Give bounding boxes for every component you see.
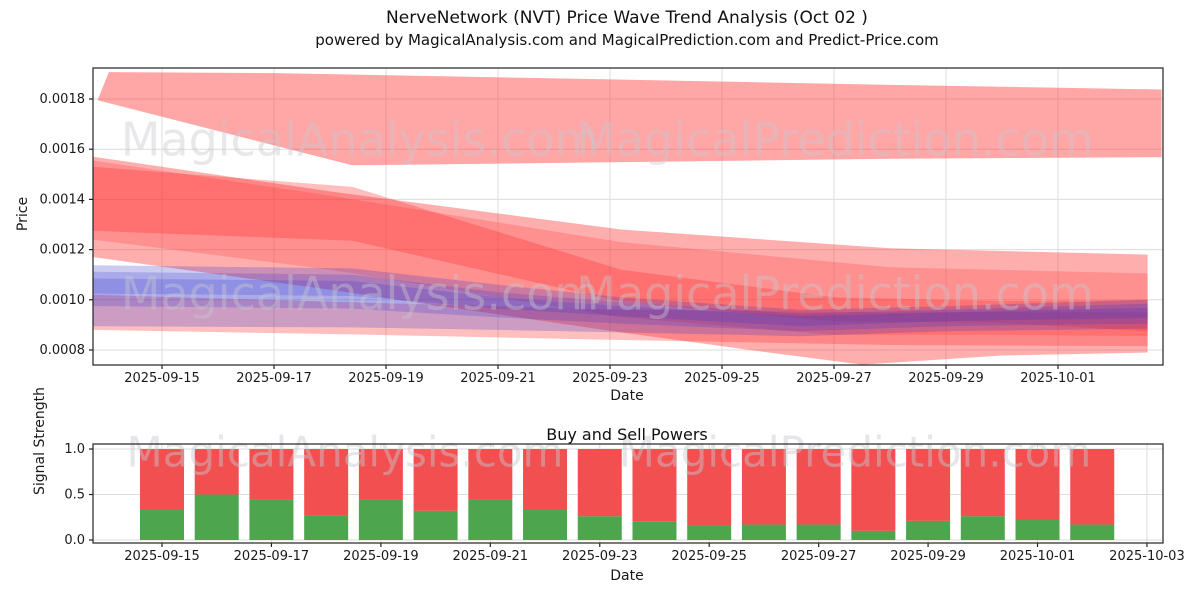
buy-power-bar (304, 515, 349, 540)
svg-text:2025-09-23: 2025-09-23 (562, 549, 638, 564)
watermark: MagicalPrediction.com (619, 428, 1092, 477)
buy-power-bar (741, 524, 786, 540)
sell-power-bar (1070, 449, 1115, 525)
svg-text:2025-09-19: 2025-09-19 (343, 549, 419, 564)
sell-power-bar (468, 449, 513, 500)
mid-forecast-band-inner (93, 160, 1148, 337)
price-axis-label: Price (15, 196, 31, 232)
buy-power-bar (523, 509, 568, 540)
svg-text:0.5: 0.5 (64, 488, 85, 503)
svg-text:2025-09-29: 2025-09-29 (908, 371, 984, 386)
svg-text:2025-10-03: 2025-10-03 (1109, 549, 1185, 564)
svg-text:0.0012: 0.0012 (40, 243, 86, 258)
watermark: MagicalAnalysis.com (127, 428, 564, 477)
sell-power-bar (687, 449, 732, 526)
buy-power-bar (249, 499, 294, 540)
signal-strength-axis-label: Signal Strength (32, 387, 48, 496)
buy-power-bar (1070, 524, 1115, 540)
sell-power-bar (960, 449, 1005, 517)
sell-power-bar (906, 449, 951, 521)
buy-power-bar (413, 510, 458, 540)
svg-text:2025-09-23: 2025-09-23 (572, 371, 648, 386)
sell-power-bar (304, 449, 349, 516)
svg-text:2025-10-01: 2025-10-01 (1020, 371, 1096, 386)
svg-text:1.0: 1.0 (64, 442, 85, 457)
sell-power-bar (741, 449, 786, 525)
bottom-chart-title: Buy and Sell Powers (546, 425, 708, 444)
buy-power-bar (140, 509, 184, 540)
svg-text:2025-09-21: 2025-09-21 (453, 549, 529, 564)
sell-power-bar (632, 449, 677, 522)
svg-text:0.0014: 0.0014 (40, 192, 86, 207)
sell-power-bar (140, 449, 184, 510)
buy-power-bar (851, 530, 896, 540)
sell-power-bar (1015, 449, 1060, 520)
svg-text:2025-09-27: 2025-09-27 (781, 549, 857, 564)
sell-power-bar (577, 449, 622, 517)
svg-text:0.0008: 0.0008 (40, 343, 86, 358)
watermark: MagicalPrediction.com (576, 113, 1094, 167)
page-title: NerveNetwork (NVT) Price Wave Trend Anal… (386, 8, 868, 28)
blue-wave-band-outer (93, 265, 1148, 337)
buy-power-bar (468, 499, 513, 540)
svg-text:2025-09-25: 2025-09-25 (684, 371, 760, 386)
buy-power-bar (577, 516, 622, 540)
watermark: MagicalPrediction.com (576, 267, 1094, 321)
buy-power-bar (194, 494, 239, 540)
mid-forecast-band-core (93, 166, 1148, 332)
svg-text:2025-09-15: 2025-09-15 (124, 371, 200, 386)
buy-power-bar (906, 520, 951, 540)
lower-pink-band (93, 294, 1148, 347)
svg-text:2025-09-17: 2025-09-17 (234, 549, 310, 564)
date-axis-label-bottom: Date (610, 568, 644, 584)
buy-sell-powers-chart: MagicalAnalysis.com MagicalPrediction.com… (64, 428, 1185, 565)
svg-text:2025-09-27: 2025-09-27 (796, 371, 872, 386)
svg-text:2025-10-01: 2025-10-01 (1000, 549, 1076, 564)
upper-forecast-band (97, 72, 1162, 166)
svg-text:2025-09-29: 2025-09-29 (890, 549, 966, 564)
buy-power-bar (796, 524, 841, 540)
sell-power-bar (194, 449, 239, 495)
svg-text:0.0: 0.0 (64, 533, 85, 548)
sell-power-bar (523, 449, 568, 510)
buy-power-bar (1015, 519, 1060, 540)
watermark: MagicalAnalysis.com (121, 113, 600, 167)
sell-power-bar (249, 449, 294, 500)
svg-text:2025-09-15: 2025-09-15 (124, 549, 200, 564)
buy-power-bar (687, 525, 732, 540)
svg-text:2025-09-21: 2025-09-21 (460, 371, 536, 386)
svg-text:0.0016: 0.0016 (40, 142, 86, 157)
mid-forecast-band-outer (93, 156, 1148, 365)
watermark: MagicalAnalysis.com (121, 267, 600, 321)
blue-wave-band-core (93, 278, 1148, 327)
sell-power-bar (851, 449, 896, 531)
buy-power-bar (632, 521, 677, 540)
svg-text:0.0010: 0.0010 (40, 293, 86, 308)
svg-text:0.0018: 0.0018 (40, 92, 86, 107)
svg-text:2025-09-17: 2025-09-17 (236, 371, 312, 386)
buy-power-bar (358, 499, 403, 540)
blue-wave-band-mid (93, 271, 1148, 332)
date-axis-label-top: Date (610, 388, 644, 404)
svg-text:2025-09-25: 2025-09-25 (671, 549, 747, 564)
sell-power-bar (358, 449, 403, 500)
buy-power-bar (960, 516, 1005, 540)
price-trend-chart: MagicalAnalysis.comMagicalPrediction.com… (40, 67, 1164, 386)
svg-text:2025-09-19: 2025-09-19 (348, 371, 424, 386)
page-subtitle: powered by MagicalAnalysis.com and Magic… (315, 31, 939, 49)
sell-power-bar (413, 449, 458, 511)
sell-power-bar (796, 449, 841, 525)
